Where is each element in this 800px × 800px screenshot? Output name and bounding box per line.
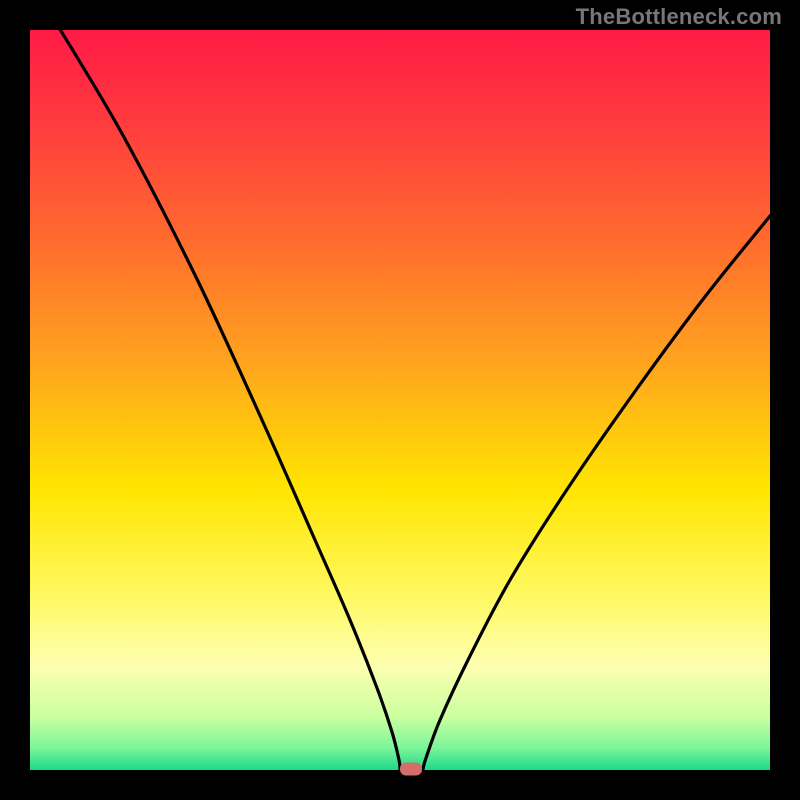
sweet-spot-marker bbox=[400, 763, 422, 776]
gradient-background bbox=[30, 30, 770, 770]
bottleneck-chart bbox=[0, 0, 800, 800]
watermark-text: TheBottleneck.com bbox=[576, 4, 782, 30]
